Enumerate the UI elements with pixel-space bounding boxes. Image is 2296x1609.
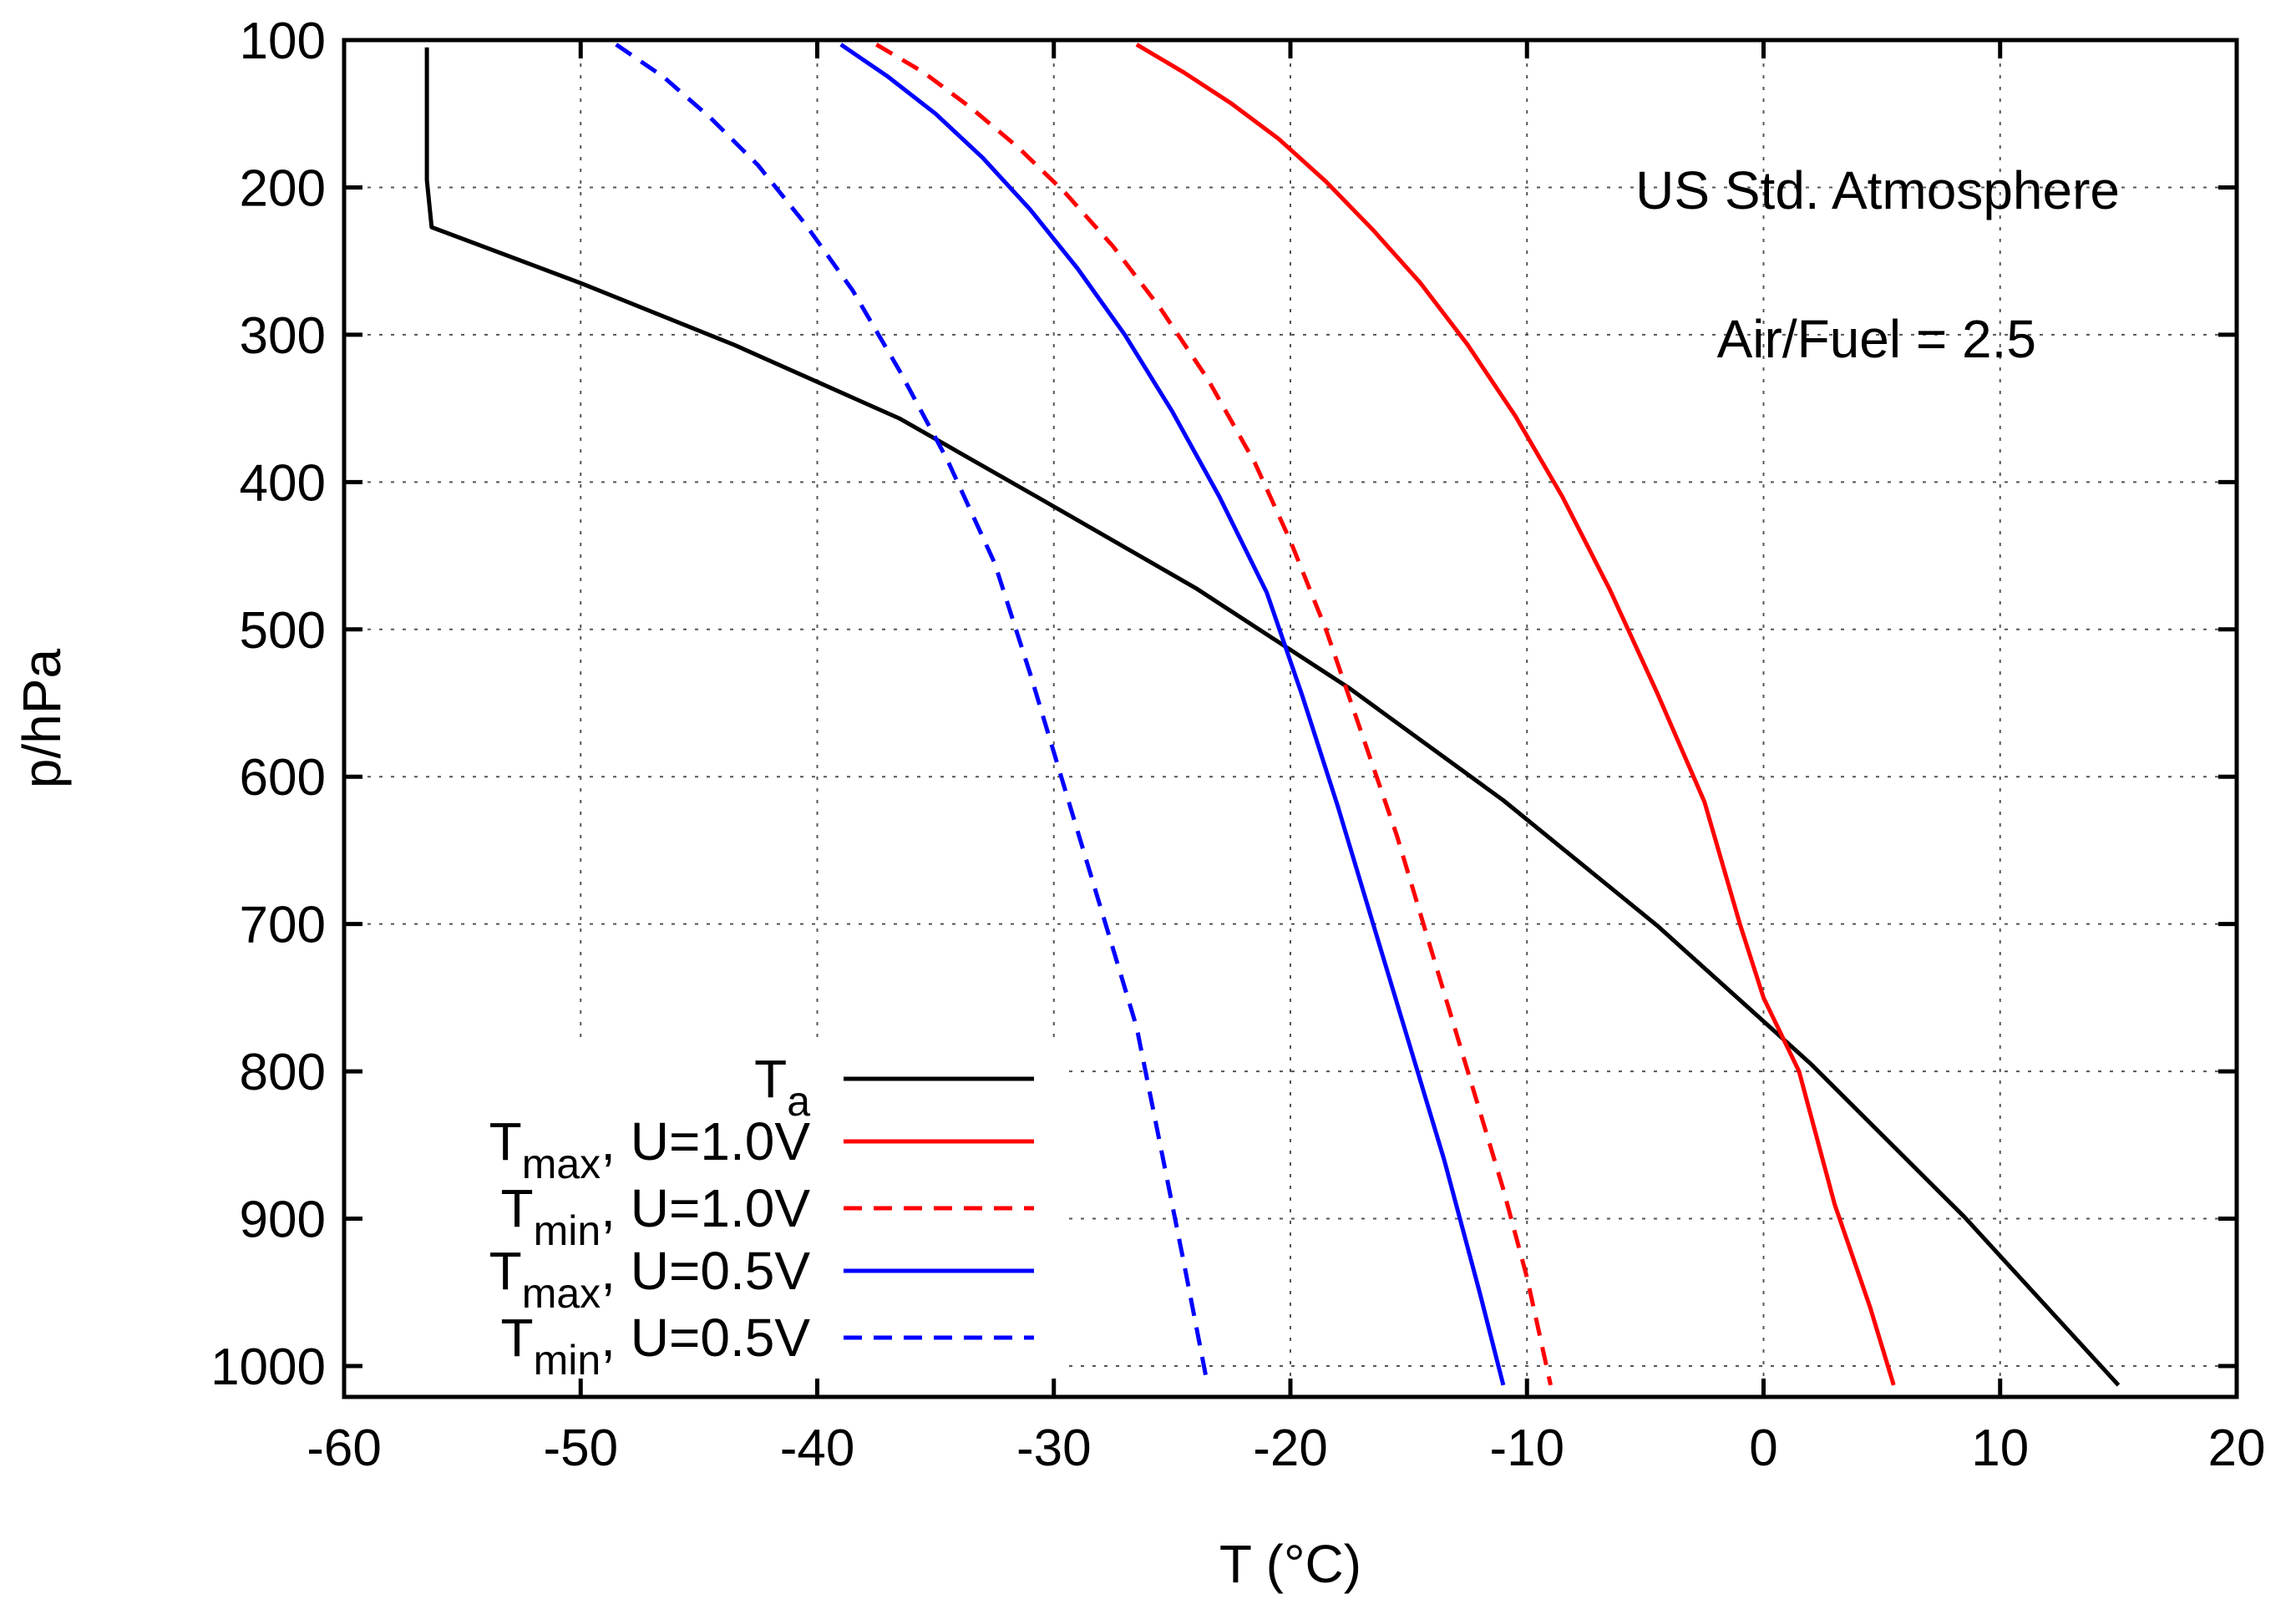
legend-label: Tmax, U=1.0V	[489, 1111, 811, 1187]
series-line	[615, 43, 1210, 1386]
series-layer	[424, 43, 2121, 1387]
y-tick-label: 1000	[210, 1338, 326, 1396]
y-tick-label: 900	[240, 1192, 326, 1249]
legend-label: Tmax, U=0.5V	[489, 1241, 811, 1317]
axis-ticks	[342, 38, 2239, 1397]
x-tick-label: -30	[1016, 1419, 1092, 1477]
y-tick-label: 300	[240, 307, 326, 365]
series-line	[1135, 43, 1896, 1386]
x-tick-label: -60	[307, 1419, 382, 1477]
y-tick-label: 200	[240, 159, 326, 217]
x-axis-title: T (°C)	[1219, 1534, 1361, 1594]
x-tick-label: 20	[2208, 1419, 2266, 1477]
y-tick-label: 400	[240, 454, 326, 512]
legend-label: Ta	[754, 1049, 810, 1125]
y-tick-label: 600	[240, 749, 326, 807]
grid	[344, 39, 2237, 1397]
x-tick-label: -50	[543, 1419, 618, 1477]
y-tick-label: 700	[240, 897, 326, 954]
x-tick-label: -20	[1253, 1419, 1328, 1477]
tick-labels: -60 -50 -40 -30 -20 -10 0 10 20 100 200 300 400 500 60…	[210, 13, 2265, 1477]
legend-label: Tmin, U=1.0V	[501, 1178, 811, 1254]
annotation-atmosphere: US Std. Atmosphere	[1635, 160, 2120, 220]
legend-label: Tmin, U=0.5V	[501, 1308, 811, 1384]
annotation-air-fuel: Air/Fuel = 2.5	[1717, 309, 2036, 369]
x-tick-label: 0	[1749, 1419, 1777, 1477]
x-tick-label: 10	[1971, 1419, 2029, 1477]
x-tick-label: -10	[1489, 1419, 1564, 1477]
x-tick-label: -40	[780, 1419, 855, 1477]
y-tick-label: 800	[240, 1044, 326, 1101]
series-line	[875, 43, 1553, 1386]
series-line	[839, 43, 1506, 1386]
legend-background	[367, 1040, 1061, 1390]
y-tick-label: 100	[240, 13, 326, 70]
y-tick-label: 500	[240, 602, 326, 660]
y-axis-title: p/hPa	[12, 648, 72, 788]
